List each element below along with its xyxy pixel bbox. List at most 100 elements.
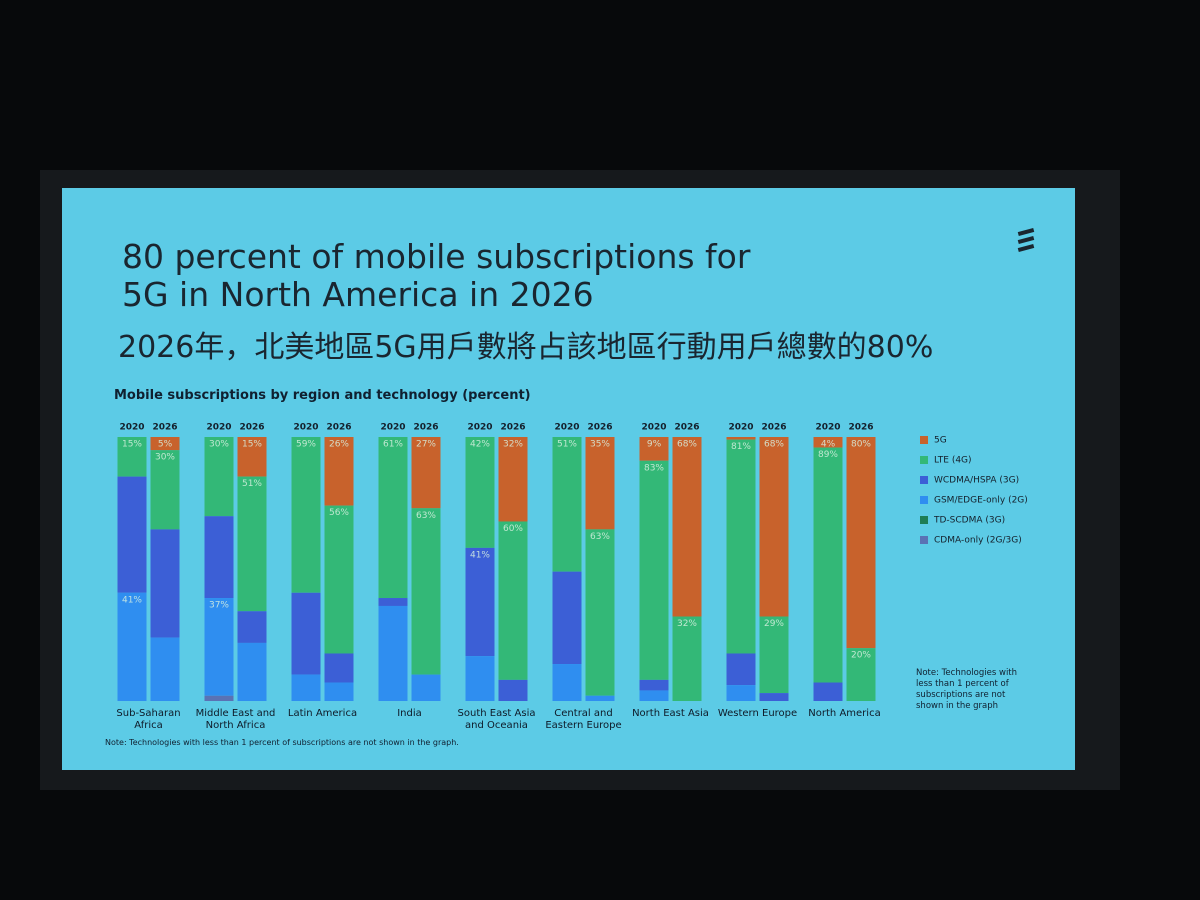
bar-segment — [585, 695, 615, 701]
bar-segment — [237, 642, 267, 701]
bar-segment — [552, 437, 582, 572]
bar-segment — [291, 674, 321, 701]
bar-year-label: 2020 — [293, 423, 318, 433]
data-label: 51% — [557, 440, 577, 450]
data-label: 20% — [851, 651, 871, 661]
bar-segment — [672, 437, 702, 617]
data-label: 32% — [503, 440, 523, 450]
bar-year-label: 2020 — [119, 423, 144, 433]
bar-segment — [639, 679, 669, 691]
bar-segment — [378, 605, 408, 701]
legend-swatch — [920, 496, 928, 504]
bar-year-label: 2020 — [554, 423, 579, 433]
bar-segment — [411, 437, 441, 509]
bar-segment — [759, 693, 789, 701]
logo — [1017, 227, 1035, 253]
bar-segment — [150, 637, 180, 701]
bar-segment — [204, 598, 234, 696]
legend-swatch — [920, 436, 928, 444]
bar-segment — [117, 437, 147, 477]
data-label: 29% — [764, 619, 784, 629]
title: 80 percent of mobile subscriptions for 5… — [122, 237, 751, 314]
bar-segment — [639, 690, 669, 701]
bar-segment — [726, 653, 756, 686]
data-label: 37% — [209, 601, 229, 611]
data-label: 81% — [731, 442, 751, 452]
bar-segment — [498, 521, 528, 680]
bar-segment — [291, 437, 321, 593]
data-label: 60% — [503, 524, 523, 534]
data-label: 41% — [470, 550, 490, 560]
bar-segment — [726, 437, 756, 440]
bar-segment — [846, 648, 876, 701]
bar-year-label: 2026 — [674, 423, 699, 433]
data-label: 26% — [329, 440, 349, 450]
x-tick-label: North East Asia — [632, 708, 709, 719]
data-label: 30% — [155, 453, 175, 463]
subtitle: Mobile subscriptions by region and techn… — [114, 388, 531, 403]
bar-segment — [726, 439, 756, 654]
bar-year-label: 2026 — [413, 423, 438, 433]
legend-swatch — [920, 536, 928, 544]
data-label: 63% — [590, 532, 610, 542]
bar-segment — [846, 437, 876, 649]
bar-segment — [150, 450, 180, 530]
bar-year-label: 2020 — [467, 423, 492, 433]
footnote: Note: Technologies with less than 1 perc… — [105, 738, 459, 747]
legend-swatch — [920, 456, 928, 464]
bar-segment — [726, 685, 756, 701]
data-label: 32% — [677, 619, 697, 629]
bar-year-label: 2020 — [380, 423, 405, 433]
data-label: 15% — [122, 440, 142, 450]
bar-segment — [552, 664, 582, 701]
data-label: 68% — [764, 440, 784, 450]
data-label: 35% — [590, 440, 610, 450]
bar-segment — [465, 547, 495, 657]
data-label: 89% — [818, 450, 838, 460]
bar-segment — [378, 437, 408, 599]
data-label: 4% — [821, 440, 836, 450]
bar-segment — [552, 571, 582, 665]
legend-label: 5G — [934, 436, 947, 446]
data-label: 30% — [209, 440, 229, 450]
legend-swatch — [920, 476, 928, 484]
legend-label: CDMA-only (2G/3G) — [934, 536, 1022, 546]
bar-year-label: 2026 — [587, 423, 612, 433]
data-label: 42% — [470, 440, 490, 450]
bar-segment — [204, 437, 234, 517]
bar-segment — [672, 616, 702, 701]
x-tick-label: India — [397, 708, 422, 719]
bar-segment — [585, 529, 615, 696]
bar-year-label: 2026 — [848, 423, 873, 433]
legend-label: GSM/EDGE-only (2G) — [934, 496, 1028, 506]
data-label: 59% — [296, 440, 316, 450]
data-label: 5% — [158, 440, 173, 450]
data-label: 27% — [416, 440, 436, 450]
data-label: 51% — [242, 479, 262, 489]
note: Note: Technologies with less than 1 perc… — [916, 668, 1018, 711]
bar-segment — [585, 437, 615, 530]
data-label: 9% — [647, 440, 662, 450]
bar-segment — [291, 592, 321, 675]
data-label: 80% — [851, 440, 871, 450]
bar-segment — [204, 516, 234, 599]
bar-year-label: 2026 — [326, 423, 351, 433]
bar-segment — [759, 437, 789, 617]
x-tick-label: South East Asia and Oceania — [457, 708, 536, 731]
x-tick-label: Western Europe — [717, 708, 798, 719]
legend-label: TD-SCDMA (3G) — [933, 516, 1005, 526]
bar-segment — [324, 682, 354, 701]
legend-label: WCDMA/HSPA (3G) — [934, 476, 1019, 486]
bar-year-label: 2026 — [152, 423, 177, 433]
bar-year-label: 2020 — [815, 423, 840, 433]
bar-segment — [324, 437, 354, 506]
bar-segment — [411, 508, 441, 675]
x-tick-label: Middle East and North Africa — [195, 708, 276, 731]
bar-segment — [813, 437, 843, 448]
bar-segment — [324, 505, 354, 654]
data-label: 68% — [677, 440, 697, 450]
x-tick-label: Sub-Saharan Africa — [116, 708, 181, 731]
bar-segment — [639, 460, 669, 680]
